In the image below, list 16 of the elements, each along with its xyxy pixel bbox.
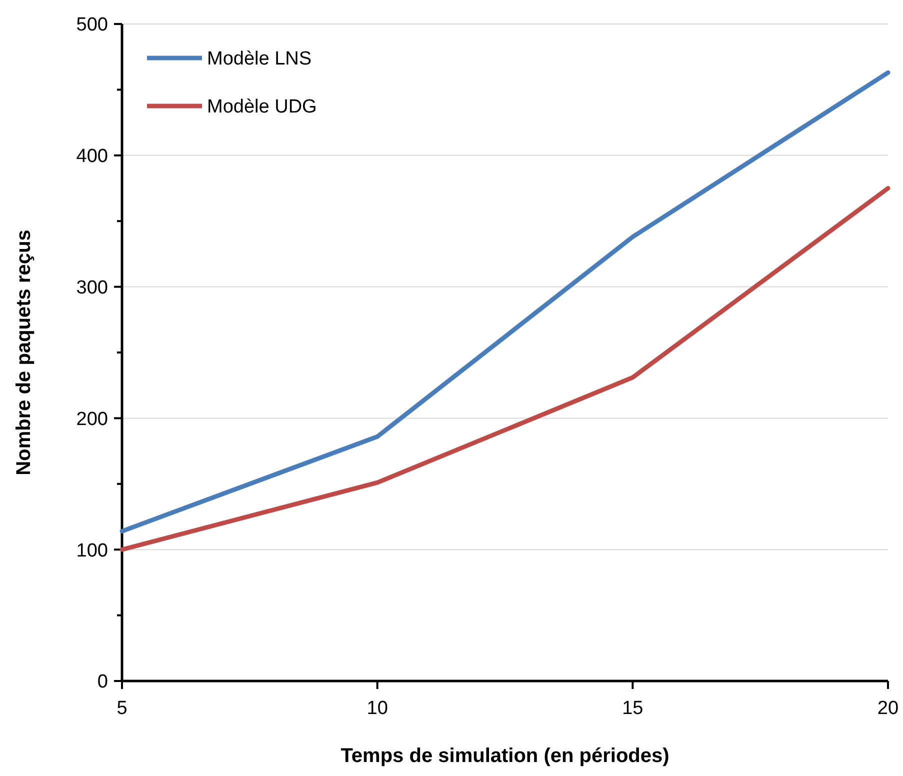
x-axis-title: Temps de simulation (en périodes) (340, 745, 670, 767)
y-axis-title: Nombre de paquets reçus (13, 230, 35, 476)
x-tick-label: 20 (877, 698, 899, 719)
x-tick-label: 10 (366, 698, 388, 719)
x-tick-label: 15 (622, 698, 644, 719)
y-tick-label: 300 (76, 277, 108, 298)
line-series (120, 186, 890, 552)
legend-label: Modèle UDG (207, 96, 317, 118)
line-series (120, 70, 890, 534)
y-tick-label: 400 (76, 146, 108, 168)
y-tick-label: 100 (76, 540, 108, 562)
y-tick-label: 500 (76, 14, 108, 36)
legend-label: Modèle LNS (207, 48, 312, 70)
y-tick-label: 0 (97, 672, 108, 693)
x-tick-label: 5 (116, 698, 128, 719)
y-tick-label: 200 (76, 408, 108, 430)
